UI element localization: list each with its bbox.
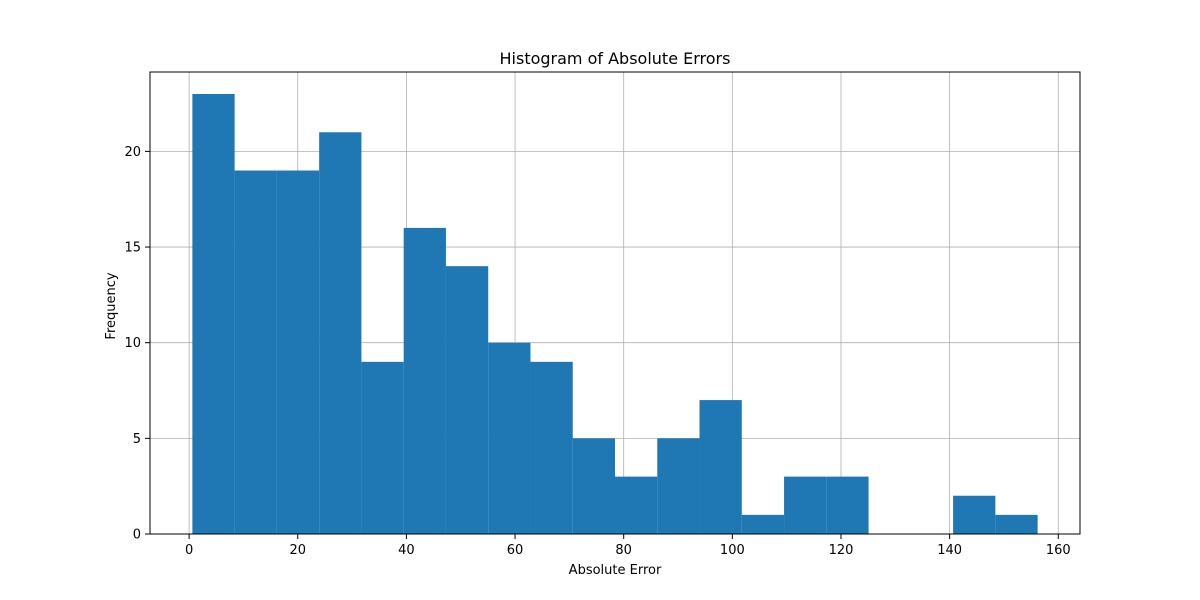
histogram-bar	[445, 266, 489, 534]
plot-spines	[149, 71, 1081, 535]
x-tick-label: 140	[937, 543, 962, 558]
histogram-bar	[995, 514, 1038, 534]
histogram-bar	[530, 361, 573, 534]
y-tick-label: 0	[133, 528, 141, 543]
x-tick-label: 160	[1046, 543, 1071, 558]
histogram-bar	[361, 361, 404, 534]
y-tick-label: 10	[124, 336, 141, 351]
y-axis-label: Frequency	[104, 272, 119, 339]
x-tick-label: 120	[829, 543, 854, 558]
histogram-bar	[319, 132, 362, 534]
y-tick-label: 5	[133, 432, 141, 447]
x-tick-label: 20	[289, 543, 306, 558]
histogram-bar	[403, 227, 446, 535]
y-tick-label: 20	[124, 145, 141, 160]
histogram-bars	[192, 94, 1038, 535]
x-tick-label: 60	[507, 543, 524, 558]
histogram-bar	[234, 170, 277, 535]
histogram-bar	[276, 170, 320, 535]
x-tick-label: 40	[398, 543, 415, 558]
x-tick-label: 100	[720, 543, 745, 558]
histogram-bar	[699, 400, 742, 534]
histogram-bar	[572, 438, 615, 534]
chart-title: Histogram of Absolute Errors	[500, 49, 731, 68]
histogram-bar	[784, 476, 827, 534]
histogram-bar	[192, 94, 235, 534]
histogram-bar	[615, 476, 658, 534]
plot-frame	[149, 71, 1081, 535]
axis-ticks: 0 20 40 60 80 100 120 140 160 0 5 10 15 20	[124, 145, 1070, 558]
x-axis-label: Absolute Error	[569, 563, 662, 578]
y-tick-label: 15	[124, 241, 141, 256]
histogram-bar	[741, 514, 785, 534]
x-tick-label: 0	[185, 543, 193, 558]
histogram-bar	[826, 476, 869, 534]
histogram-bar	[953, 495, 996, 534]
x-tick-label: 80	[615, 543, 632, 558]
histogram-bar	[657, 438, 700, 534]
histogram-bar	[488, 342, 531, 534]
